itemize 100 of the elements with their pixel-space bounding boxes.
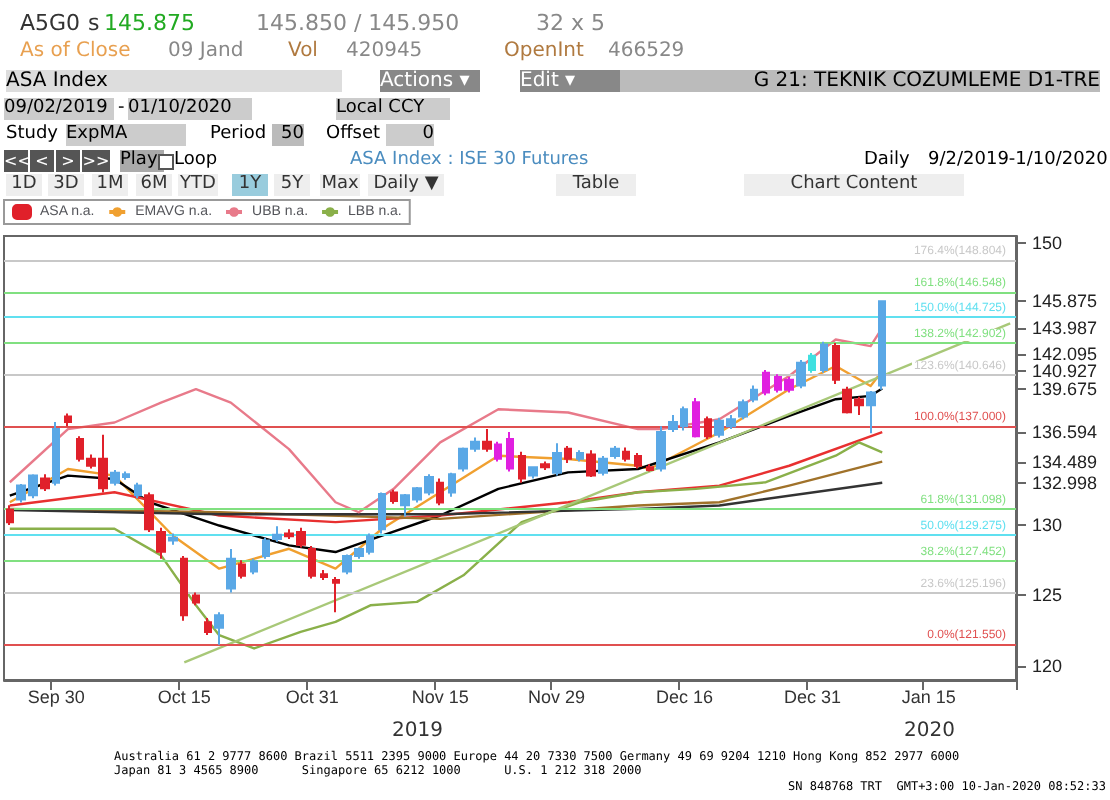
text: OpenInt: [504, 40, 584, 62]
candlestick: [482, 428, 492, 453]
text: Period: [210, 124, 267, 146]
candlestick: [832, 342, 840, 385]
candlestick: [156, 526, 166, 560]
text: Loop: [174, 150, 218, 172]
x-tick-label: Sep 30: [27, 687, 85, 707]
candlestick: [250, 557, 258, 576]
text: Study: [6, 124, 58, 146]
text: As of Close: [20, 40, 131, 62]
x-tick-label: Nov 15: [411, 687, 469, 707]
text: <: [30, 150, 54, 172]
text: 420945: [346, 40, 423, 62]
text: 50: [272, 124, 304, 146]
line-series: [8, 430, 884, 524]
y-tick-label: 150: [1032, 233, 1063, 254]
candlestick: [134, 481, 142, 500]
line-series: [8, 481, 884, 516]
text: 1D: [6, 174, 42, 196]
x-tick-label: Dec 16: [655, 687, 714, 707]
candlestick: [634, 452, 642, 470]
text: -: [118, 98, 125, 120]
x-tick-label: Oct 31: [285, 687, 339, 707]
text: 0: [386, 124, 434, 146]
text: 145.850 / 145.950: [256, 10, 460, 36]
text: YTD: [178, 174, 218, 196]
chart-title: ASA Index : ISE 30 Futures: [350, 150, 589, 172]
text: Play: [120, 150, 164, 172]
text: 2019: [392, 720, 443, 742]
candlestick: [552, 442, 562, 477]
candlestick: [214, 611, 224, 646]
text: Chart Content: [744, 174, 964, 196]
text: 145.875: [104, 10, 195, 36]
x-tick-label: Dec 31: [783, 687, 841, 707]
candlestick: [168, 532, 178, 546]
text: 6M: [136, 174, 172, 196]
candlestick: [598, 454, 608, 477]
candlestick: [610, 445, 620, 460]
candlestick: [332, 576, 340, 614]
text: A5G0: [20, 10, 81, 36]
text: 1M: [92, 174, 128, 196]
text: 1Y: [232, 174, 268, 196]
text: Vol: [288, 40, 318, 62]
candlestick: [762, 368, 770, 397]
text: 466529: [608, 40, 685, 62]
candlestick: [390, 488, 398, 505]
candlestick: [6, 504, 14, 526]
candlestick: [494, 440, 502, 463]
text: Table: [556, 174, 636, 196]
candlestick: [308, 545, 316, 580]
candlestick: [808, 351, 816, 374]
x-tick-label: Oct 15: [157, 687, 211, 707]
y-tick-label: 130: [1032, 514, 1063, 535]
text: Max: [320, 174, 360, 196]
text: ExpMA: [66, 124, 186, 146]
line-series: [8, 441, 884, 650]
candlestick: [704, 415, 712, 440]
line-series: [8, 364, 884, 570]
candlestick: [64, 412, 72, 428]
line-series: [8, 387, 884, 554]
text: 32 x 5: [536, 10, 605, 36]
text: 2020: [904, 720, 955, 742]
text: Local CCY: [336, 98, 450, 120]
candlestick: [378, 491, 386, 535]
y-tick-label: 134.489: [1032, 451, 1098, 472]
candlestick: [238, 559, 246, 580]
text: ASA Index: [6, 70, 342, 92]
text: >>: [82, 150, 110, 172]
candlestick: [646, 463, 654, 473]
candlestick: [878, 299, 886, 391]
candlestick: [564, 445, 572, 464]
candlestick: [226, 547, 236, 594]
candlestick: [750, 384, 758, 404]
text: Offset: [326, 124, 381, 146]
candlestick: [192, 591, 200, 607]
text: 01/10/2020: [128, 98, 252, 120]
candlestick: [40, 473, 50, 493]
y-tick-label: 125: [1032, 585, 1063, 606]
candlestick: [692, 397, 700, 439]
y-tick-label: 139.675: [1032, 378, 1098, 399]
candlestick: [320, 569, 328, 581]
candlestick: [540, 460, 550, 471]
text: 9/2/2019-1/10/2020: [928, 150, 1108, 172]
candlestick: [506, 430, 514, 473]
candlestick: [656, 425, 666, 473]
text: Edit ▾: [520, 70, 620, 92]
text: Daily ▼: [368, 174, 444, 196]
y-tick-label: 142.095: [1032, 344, 1098, 365]
candlestick: [52, 421, 60, 487]
x-tick-label: Nov 29: [528, 687, 586, 707]
candlestick: [738, 398, 748, 421]
text: s: [88, 10, 100, 36]
candlestick: [586, 449, 596, 479]
text: 09 Jand: [168, 40, 244, 62]
x-tick-label: Jan 15: [901, 687, 956, 707]
candlestick: [622, 446, 630, 463]
y-tick-label: 145.875: [1032, 291, 1098, 312]
text: 5Y: [274, 174, 310, 196]
text: >: [56, 150, 80, 172]
candlestick: [436, 477, 444, 507]
